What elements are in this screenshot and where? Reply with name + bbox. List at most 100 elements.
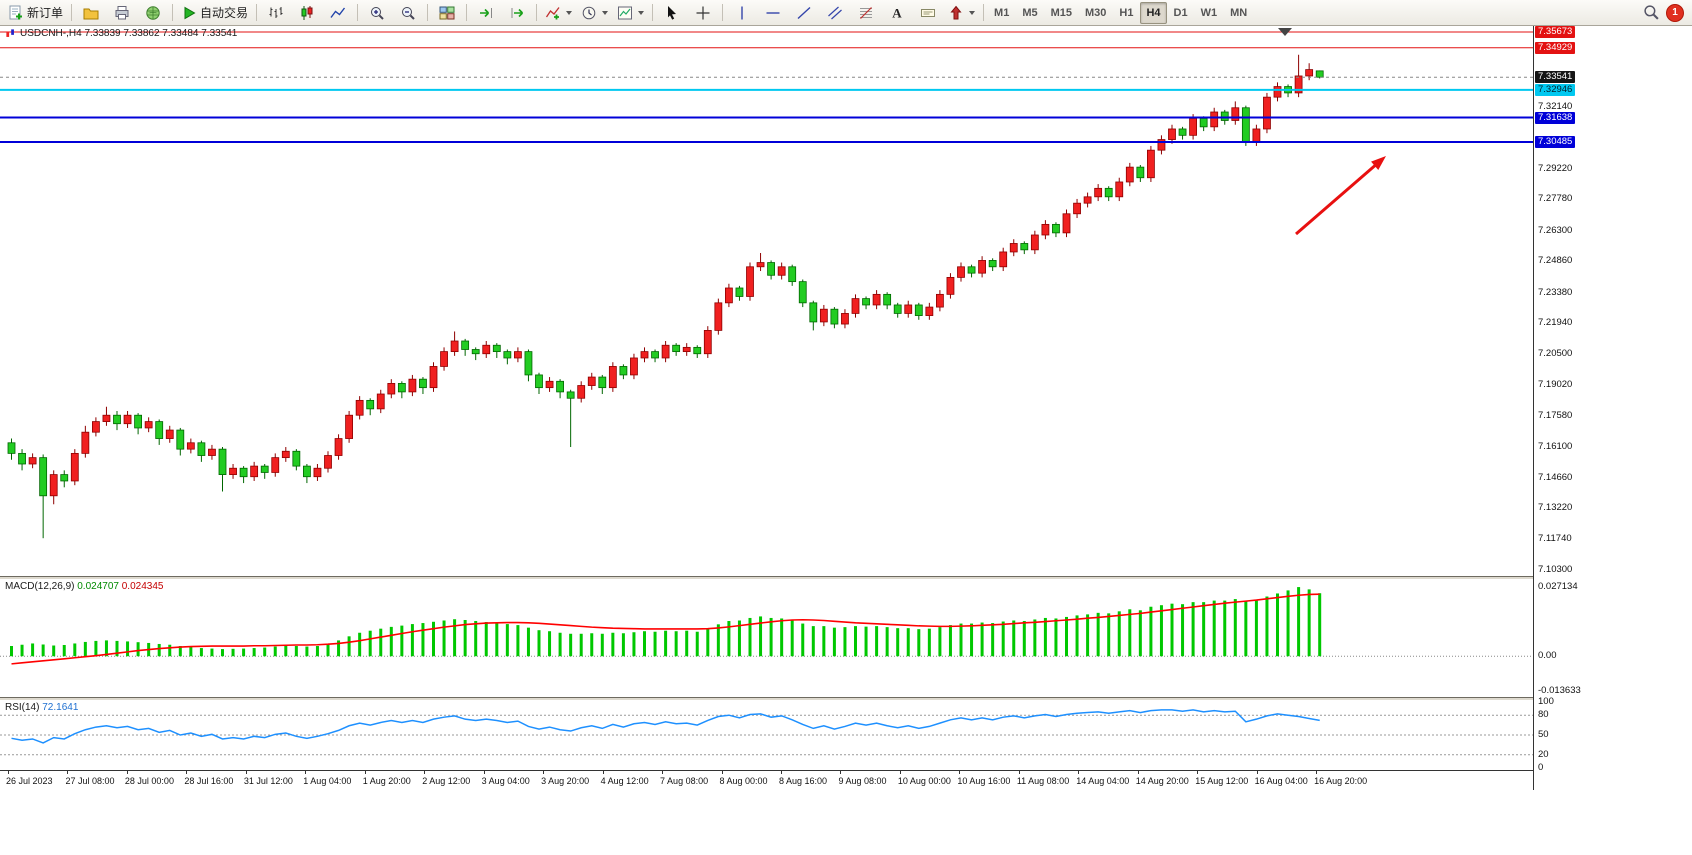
- separator: [71, 4, 73, 21]
- channel-button[interactable]: [820, 1, 850, 25]
- candle-body: [988, 260, 997, 268]
- zoom-in-button[interactable]: [362, 1, 392, 25]
- axis-label: 7.32946: [1535, 83, 1576, 96]
- candle-body: [1315, 70, 1324, 78]
- timeframe-M15[interactable]: M15: [1050, 6, 1072, 19]
- periods-button[interactable]: [577, 1, 612, 25]
- candlestick-chart-button[interactable]: [292, 1, 322, 25]
- fibonacci-button[interactable]: [851, 1, 881, 25]
- candle-body: [239, 467, 248, 478]
- timeframe-W1[interactable]: W1: [1200, 6, 1218, 19]
- candle-body: [788, 266, 797, 283]
- horizontal-line-button[interactable]: [758, 1, 788, 25]
- time-label: 26 Jul 2023: [6, 776, 53, 786]
- candle-body: [1062, 213, 1071, 234]
- separator: [536, 4, 538, 21]
- search-icon[interactable]: [1643, 4, 1660, 21]
- candle-body: [535, 374, 543, 389]
- bar-chart-button[interactable]: [261, 1, 291, 25]
- candle-body: [1009, 243, 1018, 253]
- line-chart-button[interactable]: [323, 1, 353, 25]
- rsi-panel[interactable]: RSI(14) 72.1641: [0, 700, 1533, 770]
- community-button[interactable]: [138, 1, 168, 25]
- charts-profile-button[interactable]: [76, 1, 106, 25]
- text-button[interactable]: A: [882, 1, 912, 25]
- autotrade-button[interactable]: 自动交易: [177, 1, 252, 25]
- chart-shift-marker[interactable]: [1278, 28, 1292, 36]
- arrows-button[interactable]: [944, 1, 979, 25]
- timeframe-MN[interactable]: MN: [1230, 6, 1248, 19]
- chevron-down-icon: [602, 10, 609, 15]
- axis-label: 7.27780: [1538, 193, 1573, 205]
- trend-arrow-head[interactable]: [1371, 156, 1386, 170]
- time-tick: [126, 771, 128, 774]
- candle-body: [967, 266, 976, 274]
- timeframe-M5[interactable]: M5: [1022, 6, 1038, 19]
- panel-separator[interactable]: [0, 697, 1533, 700]
- axis-label: 7.11740: [1538, 533, 1572, 545]
- trendline-button[interactable]: [789, 1, 819, 25]
- axis-label: 0.00: [1538, 650, 1557, 662]
- print-button[interactable]: [107, 1, 137, 25]
- candles-layer: [7, 54, 1324, 539]
- candle-body: [18, 452, 26, 465]
- axis-label: 7.13220: [1538, 502, 1573, 514]
- candle-body: [471, 349, 480, 355]
- candle-body: [577, 385, 586, 399]
- timeframe-D1[interactable]: D1: [1173, 6, 1188, 19]
- trend-arrow[interactable]: [1295, 160, 1381, 236]
- timeframe-M30[interactable]: M30: [1085, 6, 1107, 19]
- price-axis[interactable]: 7.35673 7.34929 7.33541 7.32946 7.32140 7.316…: [1533, 26, 1600, 790]
- time-tick: [67, 771, 69, 774]
- cursor-button[interactable]: [657, 1, 687, 25]
- candle-body: [81, 431, 90, 454]
- candle-body: [957, 266, 965, 278]
- timeframe-M1[interactable]: M1: [994, 6, 1010, 19]
- rsi-chart: [0, 709, 1533, 756]
- candle-body: [176, 429, 185, 450]
- macd-histogram: [10, 587, 1322, 657]
- axis-label: 50: [1538, 729, 1549, 740]
- candle-body: [714, 302, 723, 331]
- separator: [427, 4, 429, 21]
- chart-shift-button[interactable]: [502, 1, 532, 25]
- tile-windows-button[interactable]: [432, 1, 462, 25]
- panel-separator[interactable]: [0, 576, 1533, 579]
- candle-body: [102, 414, 111, 422]
- auto-scroll-button[interactable]: [471, 1, 501, 25]
- indicators-button[interactable]: [541, 1, 576, 25]
- separator: [722, 4, 724, 21]
- candle-body: [936, 293, 944, 308]
- candle-body: [809, 302, 818, 323]
- candle-body: [218, 448, 227, 475]
- notification-badge[interactable]: 1: [1666, 3, 1684, 22]
- axis-label: 7.16100: [1538, 441, 1573, 453]
- axis-label: 7.23380: [1538, 286, 1573, 298]
- text-label-button[interactable]: [913, 1, 943, 25]
- candle-body: [440, 351, 448, 367]
- vertical-line-button[interactable]: [727, 1, 757, 25]
- candle-body: [461, 340, 470, 350]
- timeframe-H1[interactable]: H1: [1119, 6, 1134, 19]
- new-order-button[interactable]: 新订单: [4, 1, 67, 25]
- time-tick: [959, 771, 961, 774]
- timeframe-H4[interactable]: H4: [1140, 1, 1167, 24]
- time-label: 1 Aug 20:00: [362, 776, 411, 786]
- candle-body: [830, 308, 839, 325]
- main-chart-panel[interactable]: USDCNH-,H4 7.33839 7.33862 7.33484 7.335…: [0, 26, 1533, 576]
- crosshair-button[interactable]: [688, 1, 718, 25]
- time-tick: [245, 771, 247, 774]
- line-chart-icon: [330, 7, 346, 18]
- candle-body: [893, 304, 902, 314]
- candle-body: [260, 465, 269, 473]
- templates-button[interactable]: [613, 1, 648, 25]
- candle-body: [1241, 107, 1250, 143]
- time-axis[interactable]: 26 Jul 2023 27 Jul 08:00 28 Jul 00:00 28 Ju…: [0, 770, 1533, 790]
- macd-panel[interactable]: MACD(12,26,9) 0.024707 0.024345: [0, 579, 1533, 697]
- candle-body: [302, 465, 311, 478]
- zoom-out-button[interactable]: [393, 1, 423, 25]
- candle-body: [229, 467, 237, 475]
- axis-label: 0: [1538, 762, 1544, 773]
- candle-body: [271, 457, 280, 473]
- chevron-down-icon: [638, 10, 645, 15]
